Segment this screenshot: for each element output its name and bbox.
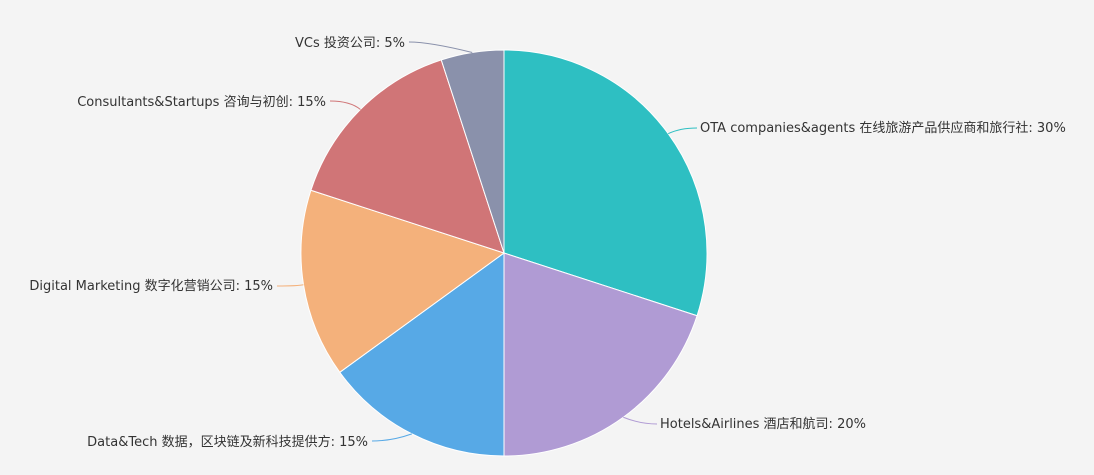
leader-line-2 [371,433,413,442]
slice-label-0: OTA companies&agents 在线旅游产品供应商和旅行社: 30% [700,120,1066,136]
leader-line-4 [329,100,361,110]
leader-line-1 [623,416,658,425]
slice-label-2: Data&Tech 数据，区块链及新科技提供方: 15% [87,434,368,450]
pie-slice-2[interactable] [339,252,505,457]
slice-label-5: VCs 投资公司: 5% [295,35,405,51]
pie-slice-1[interactable] [503,252,698,457]
pie-slice-3[interactable] [300,189,506,374]
slice-label-3: Digital Marketing 数字化营销公司: 15% [29,279,273,294]
pie-slice-5[interactable] [440,49,505,254]
labels-layer: OTA companies&agents 在线旅游产品供应商和旅行社: 30% H… [29,35,1065,450]
leader-lines-layer [276,41,698,442]
leader-line-3 [276,284,304,287]
slice-label-1: Hotels&Airlines 酒店和航司: 20% [660,416,866,432]
slices-layer [300,49,708,457]
pie-slice-4[interactable] [310,59,505,254]
pie-slice-0[interactable] [503,49,708,317]
leader-line-5 [408,41,473,53]
leader-line-0 [668,127,698,135]
slice-label-4: Consultants&Startups 咨询与初创: 15% [77,95,326,110]
